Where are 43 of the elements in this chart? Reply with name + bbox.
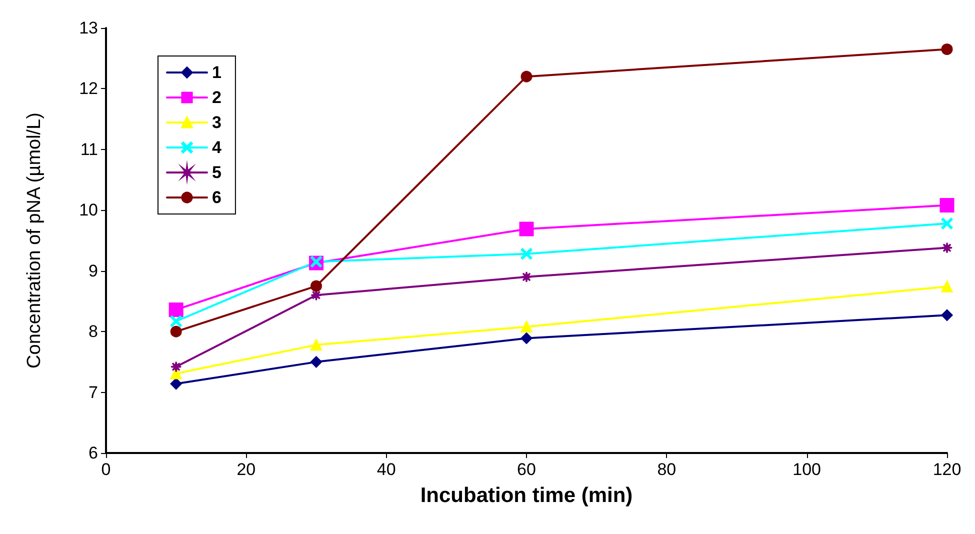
point — [940, 198, 954, 213]
legend-label: 1 — [212, 63, 222, 82]
x-tick-label: 0 — [101, 460, 111, 479]
y-tick-label: 7 — [88, 382, 98, 402]
point — [170, 316, 182, 327]
legend-label: 2 — [212, 88, 222, 107]
point — [310, 356, 322, 368]
x-tick-label: 120 — [932, 460, 962, 479]
point — [168, 302, 184, 317]
point — [941, 280, 953, 292]
y-tick-label: 13 — [79, 18, 98, 38]
point — [310, 339, 322, 351]
point — [941, 309, 953, 321]
y-axis-title: Concentration of pNA (µmol/L) — [24, 112, 45, 368]
point — [310, 280, 322, 292]
point — [519, 222, 534, 236]
legend-label: 5 — [212, 163, 222, 182]
x-tick-label: 80 — [657, 460, 676, 479]
y-tick-label: 6 — [88, 444, 98, 462]
point — [520, 332, 532, 344]
point — [520, 320, 532, 332]
point — [170, 361, 182, 373]
point — [520, 70, 532, 82]
legend-label: 3 — [212, 113, 222, 132]
point — [520, 271, 532, 283]
legend-label: 4 — [212, 138, 222, 157]
point — [170, 378, 182, 390]
y-tick-label: 8 — [88, 322, 98, 342]
y-tick-label: 10 — [79, 200, 98, 220]
x-tick-label: 100 — [792, 460, 822, 479]
point — [520, 248, 532, 260]
point — [941, 242, 953, 254]
point — [941, 44, 953, 55]
y-tick-label: 9 — [88, 261, 98, 280]
point — [941, 218, 953, 230]
x-axis-title: Incubation time (min) — [420, 484, 633, 507]
x-tick-label: 60 — [517, 460, 536, 479]
legend-label: 6 — [212, 188, 222, 207]
x-tick-label: 40 — [376, 460, 396, 479]
x-tick-label: 20 — [236, 460, 256, 479]
point — [170, 326, 182, 338]
y-tick-label: 11 — [80, 140, 98, 159]
y-tick-label: 12 — [79, 79, 98, 98]
